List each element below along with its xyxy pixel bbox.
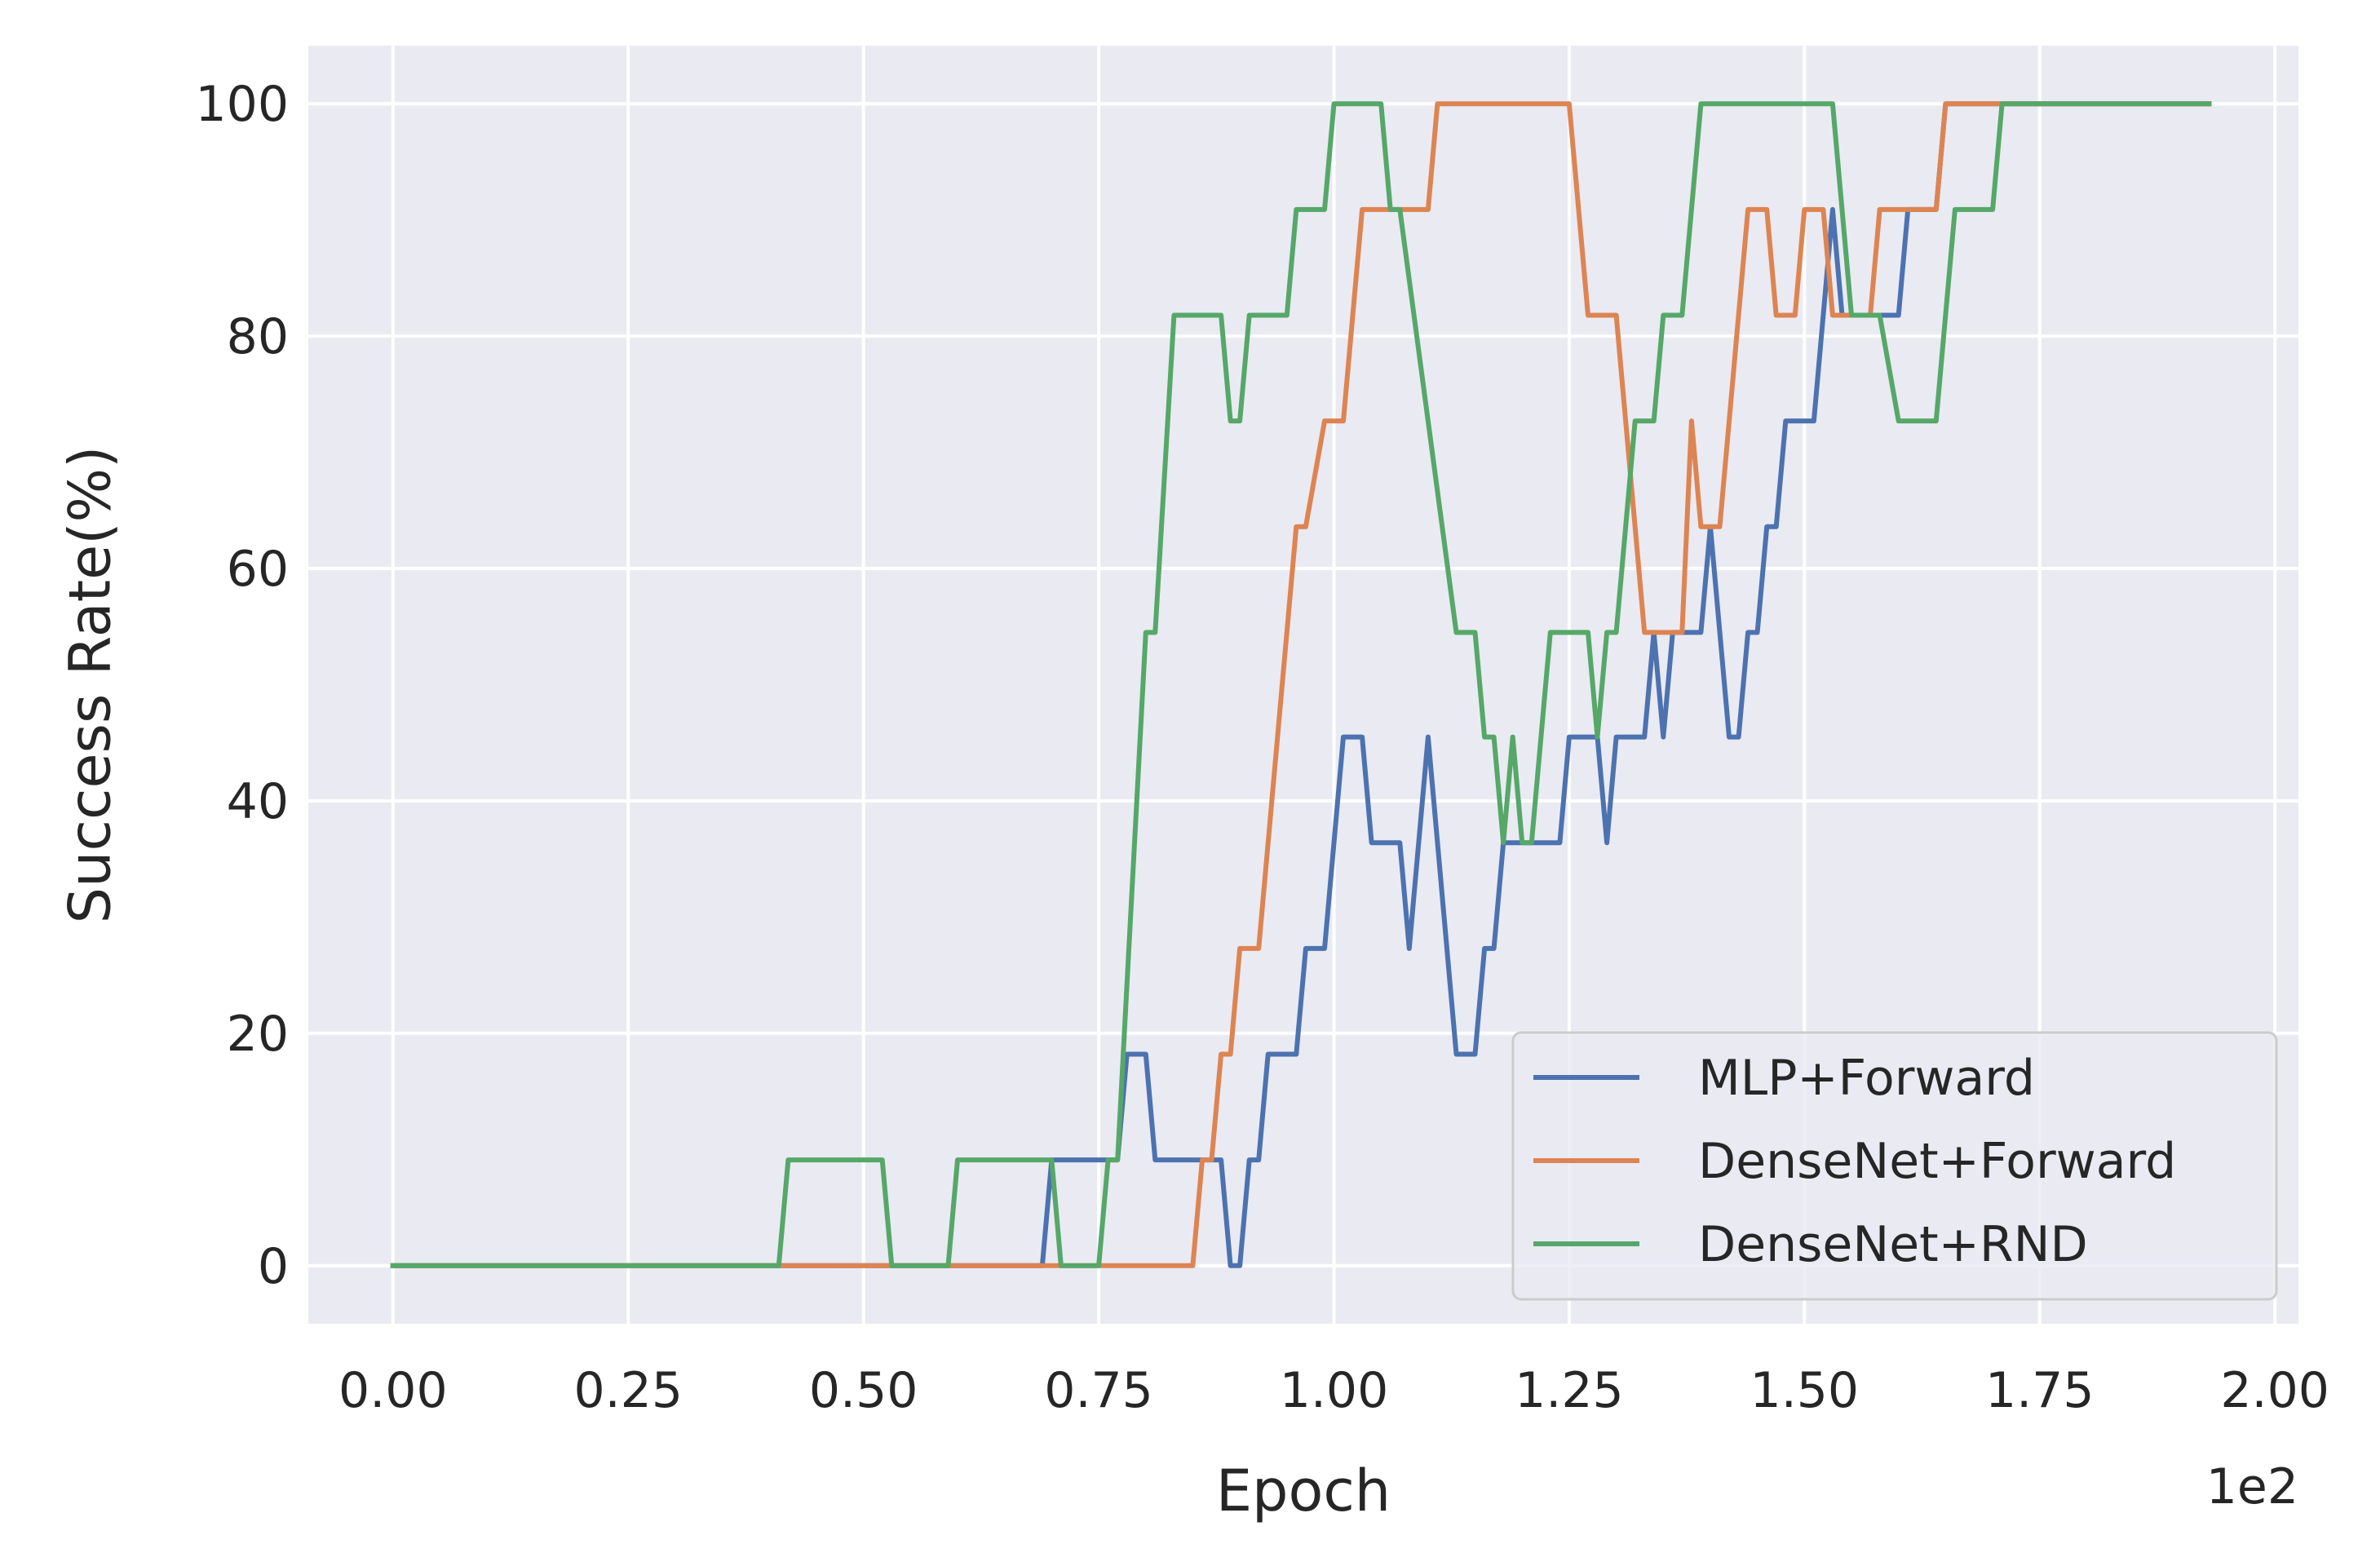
y-tick-label: 100 [195, 76, 289, 133]
legend-label-densenet-forward: DenseNet+Forward [1698, 1133, 2176, 1190]
tick-labels: 0.00 0.25 0.50 0.75 1.00 1.25 1.50 1.75 2.00 0 20 4… [195, 76, 2329, 1419]
x-tick-label: 1.00 [1280, 1362, 1389, 1419]
x-axis-offset-text: 1e2 [2206, 1458, 2298, 1515]
x-tick-label: 0.25 [573, 1362, 683, 1419]
legend-label-densenet-rnd: DenseNet+RND [1698, 1216, 2088, 1273]
series-line-densenet-rnd [390, 101, 2212, 1268]
x-tick-label: 1.25 [1515, 1362, 1624, 1419]
x-axis-label: Epoch [1216, 1458, 1391, 1524]
series-line-mlp-forward [390, 101, 2212, 1268]
legend: MLP+Forward DenseNet+Forward DenseNet+RND [1511, 1031, 2278, 1301]
y-tick-label: 80 [227, 308, 289, 365]
legend-label-mlp-forward: MLP+Forward [1698, 1050, 2035, 1107]
x-tick-label: 0.00 [338, 1362, 448, 1419]
y-tick-label: 0 [258, 1238, 289, 1295]
x-tick-label: 0.50 [809, 1362, 918, 1419]
x-tick-label: 1.50 [1750, 1362, 1860, 1419]
x-tick-label: 2.00 [2220, 1362, 2329, 1419]
series-layer [390, 101, 2212, 1268]
y-tick-label: 20 [227, 1006, 289, 1063]
x-tick-label: 0.75 [1044, 1362, 1153, 1419]
y-tick-label: 40 [227, 773, 289, 830]
y-tick-label: 60 [227, 541, 289, 598]
series-line-densenet-forward [390, 101, 2212, 1268]
y-axis-label: Success Rate(%) [57, 446, 124, 924]
x-tick-label: 1.75 [1985, 1362, 2095, 1419]
legend-frame [1511, 1031, 2278, 1301]
